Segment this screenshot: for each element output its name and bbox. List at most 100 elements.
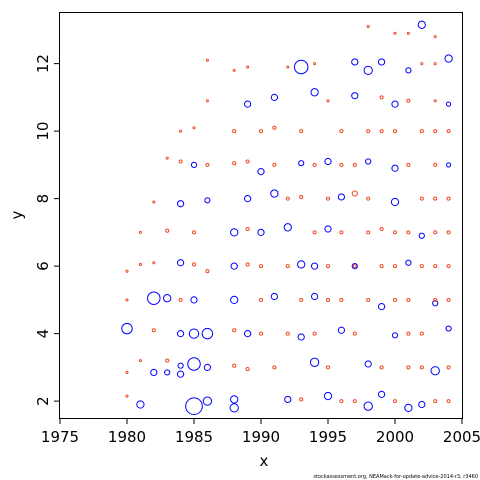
data-point: [418, 232, 425, 239]
data-point: [312, 230, 317, 235]
data-point: [325, 264, 331, 269]
data-point: [406, 365, 411, 370]
data-point: [366, 24, 370, 29]
data-point: [152, 200, 156, 204]
data-point: [299, 297, 304, 302]
data-point: [202, 396, 213, 406]
data-point: [203, 363, 212, 371]
data-point: [310, 88, 319, 97]
x-axis-label: x: [260, 452, 269, 470]
data-point: [313, 62, 317, 66]
data-point: [309, 357, 320, 367]
data-point: [243, 195, 252, 203]
data-point: [192, 126, 196, 130]
data-point: [419, 331, 424, 336]
data-point: [165, 228, 170, 233]
data-points: [121, 20, 453, 416]
y-tick-label: 12: [34, 54, 52, 73]
data-point: [406, 98, 411, 103]
data-point: [232, 68, 236, 72]
data-point: [379, 95, 384, 100]
data-point: [406, 31, 410, 35]
data-point: [191, 230, 197, 235]
data-point: [245, 367, 250, 372]
data-point: [379, 226, 384, 232]
data-point: [379, 365, 384, 370]
data-point: [138, 262, 142, 266]
data-point: [176, 200, 185, 208]
data-point: [377, 390, 386, 398]
data-point: [245, 262, 250, 267]
data-point: [433, 62, 437, 66]
data-point: [391, 332, 399, 339]
data-point: [326, 99, 330, 103]
data-point: [351, 190, 358, 197]
data-point: [297, 333, 305, 341]
data-point: [446, 230, 451, 235]
data-point: [433, 264, 438, 269]
data-point: [420, 62, 424, 66]
data-point: [339, 230, 344, 235]
data-point: [232, 129, 237, 134]
data-point: [299, 194, 304, 199]
data-point: [351, 92, 359, 100]
data-point: [297, 260, 306, 269]
data-point: [446, 399, 451, 404]
data-point: [243, 330, 252, 338]
data-point: [352, 331, 357, 336]
data-point: [379, 264, 384, 269]
data-point: [312, 331, 317, 336]
data-point: [391, 164, 399, 172]
x-tick-label: 1990: [242, 428, 280, 446]
data-point: [365, 158, 372, 165]
data-point: [404, 403, 413, 413]
data-point: [272, 125, 277, 130]
data-point: [147, 291, 161, 305]
data-point: [406, 331, 411, 336]
data-point: [284, 395, 292, 404]
data-point: [323, 391, 333, 401]
data-point: [230, 295, 239, 305]
data-point: [433, 129, 438, 134]
data-point: [230, 395, 239, 404]
data-point: [446, 101, 452, 107]
plot-frame: [59, 12, 463, 419]
data-point: [351, 263, 358, 270]
data-point: [446, 162, 452, 168]
data-point: [187, 357, 201, 371]
data-point: [298, 160, 305, 167]
data-point: [205, 58, 209, 62]
data-point: [293, 59, 309, 75]
data-point: [433, 196, 438, 201]
data-point: [417, 20, 426, 29]
data-point: [178, 159, 183, 164]
data-point: [258, 264, 264, 269]
data-point: [205, 99, 209, 103]
data-point: [446, 297, 451, 302]
data-point: [176, 330, 185, 338]
data-point: [165, 358, 170, 363]
footer-credit: stockassessment.org, NEAMack-for-update-…: [313, 474, 478, 480]
data-point: [377, 58, 386, 66]
data-point: [419, 264, 424, 269]
data-point: [176, 370, 185, 378]
data-point: [339, 162, 344, 167]
data-point: [339, 297, 344, 302]
data-point: [245, 226, 250, 232]
data-point: [138, 359, 142, 363]
data-point: [379, 129, 384, 134]
data-point: [364, 360, 372, 368]
data-point: [352, 162, 357, 167]
x-tick-label: 1995: [309, 428, 347, 446]
data-point: [204, 197, 211, 204]
y-tick-label: 4: [34, 329, 52, 339]
data-point: [406, 297, 411, 302]
data-point: [125, 298, 129, 302]
data-point: [363, 65, 373, 76]
data-point: [285, 331, 290, 336]
data-point: [393, 31, 397, 35]
y-axis: 2 4 6 8 10 12: [34, 54, 60, 406]
data-point: [150, 368, 158, 377]
data-point: [177, 362, 184, 369]
